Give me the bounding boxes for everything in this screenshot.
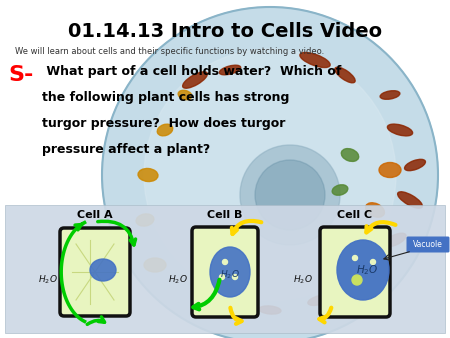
Ellipse shape (183, 72, 207, 88)
Circle shape (352, 256, 357, 261)
Ellipse shape (335, 67, 355, 83)
FancyBboxPatch shape (192, 227, 258, 317)
FancyBboxPatch shape (320, 227, 390, 317)
Ellipse shape (157, 124, 173, 136)
Ellipse shape (337, 240, 389, 300)
FancyBboxPatch shape (5, 205, 445, 333)
Text: $H_2O$: $H_2O$ (168, 274, 188, 286)
Ellipse shape (219, 65, 241, 75)
Text: $H_2O$: $H_2O$ (38, 274, 58, 286)
Ellipse shape (138, 168, 158, 182)
Text: turgor pressure?  How does turgor: turgor pressure? How does turgor (42, 117, 285, 130)
Circle shape (370, 260, 375, 265)
Circle shape (144, 49, 396, 301)
FancyBboxPatch shape (406, 237, 450, 252)
Ellipse shape (355, 269, 385, 281)
Circle shape (222, 260, 228, 265)
Ellipse shape (379, 163, 401, 177)
Ellipse shape (210, 247, 250, 297)
FancyBboxPatch shape (60, 228, 130, 316)
Text: What part of a cell holds water?  Which of: What part of a cell holds water? Which o… (42, 65, 342, 78)
Text: 01.14.13 Intro to Cells Video: 01.14.13 Intro to Cells Video (68, 22, 382, 41)
Circle shape (102, 7, 438, 338)
Ellipse shape (136, 214, 154, 226)
Text: Cell A: Cell A (77, 210, 113, 220)
Circle shape (220, 274, 225, 280)
Ellipse shape (380, 91, 400, 99)
Text: $H_2O$: $H_2O$ (293, 274, 313, 286)
Ellipse shape (398, 192, 423, 208)
Text: $H_2O$: $H_2O$ (220, 269, 240, 281)
Circle shape (240, 145, 340, 245)
Ellipse shape (387, 124, 413, 136)
Ellipse shape (144, 258, 166, 272)
Text: the following plant cells has strong: the following plant cells has strong (42, 91, 289, 104)
Ellipse shape (308, 295, 332, 306)
Ellipse shape (259, 306, 281, 314)
Ellipse shape (341, 149, 359, 162)
Ellipse shape (384, 233, 406, 247)
Text: pressure affect a plant?: pressure affect a plant? (42, 143, 210, 156)
Text: $H_2O$: $H_2O$ (356, 263, 378, 277)
Circle shape (352, 275, 362, 285)
Ellipse shape (365, 203, 384, 217)
Circle shape (233, 274, 238, 280)
Text: We will learn about cells and their specific functions by watching a video.: We will learn about cells and their spec… (15, 47, 324, 56)
Text: Cell C: Cell C (338, 210, 373, 220)
Text: Cell B: Cell B (207, 210, 243, 220)
Circle shape (255, 160, 325, 230)
Text: Vacuole: Vacuole (413, 240, 443, 249)
Ellipse shape (90, 259, 116, 281)
Ellipse shape (405, 159, 425, 171)
Ellipse shape (300, 52, 330, 68)
Ellipse shape (178, 90, 192, 100)
Text: S-: S- (8, 65, 33, 85)
Ellipse shape (332, 185, 348, 195)
